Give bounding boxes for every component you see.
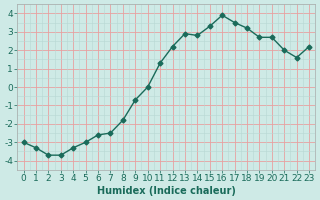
- X-axis label: Humidex (Indice chaleur): Humidex (Indice chaleur): [97, 186, 236, 196]
